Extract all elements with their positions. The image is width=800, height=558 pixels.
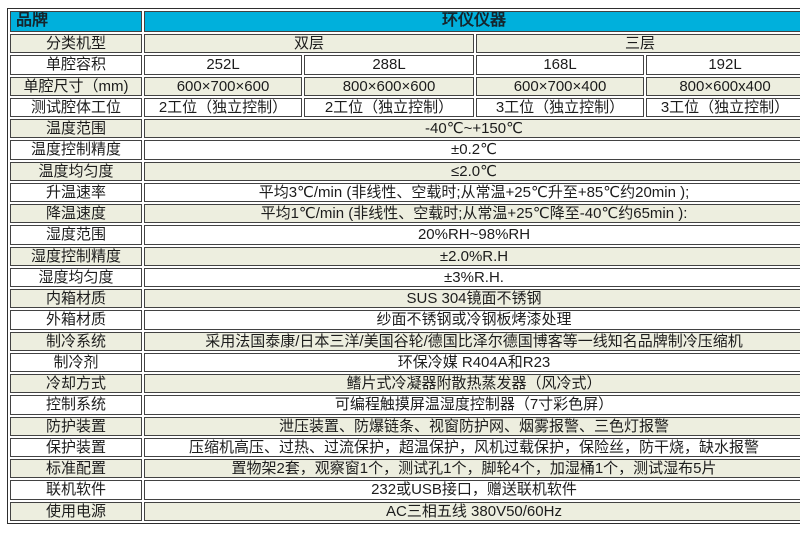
cell-value: 800×600x400 [646,76,800,96]
row-value: SUS 304镜面不锈钢 [144,289,800,309]
table-row: 湿度均匀度 ±3%R.H. [10,267,800,287]
row-label: 分类机型 [10,34,142,54]
row-value: 232或USB接口，赠送联机软件 [144,480,800,500]
row-label: 冷却方式 [10,374,142,394]
cell-value: 3工位（独立控制） [476,97,644,117]
table-row: 温度均匀度 ≤2.0℃ [10,161,800,181]
row-label: 外箱材质 [10,310,142,330]
row-value: 可编程触摸屏温湿度控制器（7寸彩色屏） [144,395,800,415]
row-value: 置物架2套，观察窗1个，测试孔1个，脚轮4个，加湿桶1个，测试湿布5片 [144,459,800,479]
table-row: 制冷系统 采用法国泰康/日本三洋/美国谷轮/德国比泽尔德国博客等一线知名品牌制冷… [10,331,800,351]
table-row-volume: 单腔容积 252L 288L 168L 192L [10,55,800,75]
table-row: 外箱材质 纱面不锈钢或冷钢板烤漆处理 [10,310,800,330]
row-value: 环保冷媒 R404A和R23 [144,352,800,372]
brand-value: 环仪仪器 [144,11,800,32]
row-value: ±3%R.H. [144,267,800,287]
table-row: 降温速度 平均1℃/min (非线性、空载时;从常温+25℃降至-40℃约65m… [10,204,800,224]
row-label: 单腔容积 [10,55,142,75]
row-label: 温度均匀度 [10,161,142,181]
row-label: 单腔尺寸（mm) [10,76,142,96]
spec-table: 品牌 环仪仪器 分类机型 双层 三层 单腔容积 252L 288L 168L 1… [7,8,800,524]
row-label: 使用电源 [10,501,142,521]
row-value: 采用法国泰康/日本三洋/美国谷轮/德国比泽尔德国博客等一线知名品牌制冷压缩机 [144,331,800,351]
row-value: ±2.0%R.H [144,246,800,266]
row-value: 鳍片式冷凝器附散热蒸发器（风冷式） [144,374,800,394]
row-label: 控制系统 [10,395,142,415]
table-row: 湿度控制精度 ±2.0%R.H [10,246,800,266]
table-row: 制冷剂 环保冷媒 R404A和R23 [10,352,800,372]
row-label: 升温速率 [10,182,142,202]
table-row: 联机软件 232或USB接口，赠送联机软件 [10,480,800,500]
cell-value: 2工位（独立控制） [144,97,302,117]
table-row: 控制系统 可编程触摸屏温湿度控制器（7寸彩色屏） [10,395,800,415]
table-header-row: 品牌 环仪仪器 [10,11,800,32]
row-label: 湿度范围 [10,225,142,245]
table-row-stations: 测试腔体工位 2工位（独立控制） 2工位（独立控制） 3工位（独立控制） 3工位… [10,97,800,117]
row-label: 温度控制精度 [10,140,142,160]
row-label: 内箱材质 [10,289,142,309]
table-row: 防护装置 泄压装置、防爆链条、视窗防护网、烟雾报警、三色灯报警 [10,416,800,436]
table-row-model-type: 分类机型 双层 三层 [10,34,800,54]
row-value: ≤2.0℃ [144,161,800,181]
model-group-double: 双层 [144,34,474,54]
row-value: 压缩机高压、过热、过流保护，超温保护，风机过载保护，保险丝，防干烧，缺水报警 [144,437,800,457]
cell-value: 288L [304,55,474,75]
row-value: 20%RH~98%RH [144,225,800,245]
table-row: 冷却方式 鳍片式冷凝器附散热蒸发器（风冷式） [10,374,800,394]
row-label: 联机软件 [10,480,142,500]
row-value: 平均3℃/min (非线性、空载时;从常温+25℃升至+85℃约20min ); [144,182,800,202]
row-value: -40℃~+150℃ [144,119,800,139]
row-value: 纱面不锈钢或冷钢板烤漆处理 [144,310,800,330]
cell-value: 600×700×600 [144,76,302,96]
table-row: 湿度范围 20%RH~98%RH [10,225,800,245]
table-row: 保护装置 压缩机高压、过热、过流保护，超温保护，风机过载保护，保险丝，防干烧，缺… [10,437,800,457]
table-row: 内箱材质 SUS 304镜面不锈钢 [10,289,800,309]
table-row-dimensions: 单腔尺寸（mm) 600×700×600 800×600×600 600×700… [10,76,800,96]
row-label: 湿度控制精度 [10,246,142,266]
row-value: 泄压装置、防爆链条、视窗防护网、烟雾报警、三色灯报警 [144,416,800,436]
table-row: 升温速率 平均3℃/min (非线性、空载时;从常温+25℃升至+85℃约20m… [10,182,800,202]
row-value: ±0.2℃ [144,140,800,160]
brand-label: 品牌 [10,11,142,32]
cell-value: 252L [144,55,302,75]
table-row: 使用电源 AC三相五线 380V50/60Hz [10,501,800,521]
table-row: 标准配置 置物架2套，观察窗1个，测试孔1个，脚轮4个，加湿桶1个，测试湿布5片 [10,459,800,479]
cell-value: 3工位（独立控制） [646,97,800,117]
table-row: 温度控制精度 ±0.2℃ [10,140,800,160]
model-group-triple: 三层 [476,34,800,54]
cell-value: 192L [646,55,800,75]
cell-value: 168L [476,55,644,75]
cell-value: 2工位（独立控制） [304,97,474,117]
cell-value: 600×700×400 [476,76,644,96]
row-label: 测试腔体工位 [10,97,142,117]
row-label: 制冷剂 [10,352,142,372]
row-label: 湿度均匀度 [10,267,142,287]
row-label: 标准配置 [10,459,142,479]
row-value: AC三相五线 380V50/60Hz [144,501,800,521]
row-label: 防护装置 [10,416,142,436]
row-label: 制冷系统 [10,331,142,351]
row-label: 保护装置 [10,437,142,457]
row-label: 温度范围 [10,119,142,139]
cell-value: 800×600×600 [304,76,474,96]
table-row: 温度范围 -40℃~+150℃ [10,119,800,139]
row-value: 平均1℃/min (非线性、空载时;从常温+25℃降至-40℃约65min ): [144,204,800,224]
row-label: 降温速度 [10,204,142,224]
